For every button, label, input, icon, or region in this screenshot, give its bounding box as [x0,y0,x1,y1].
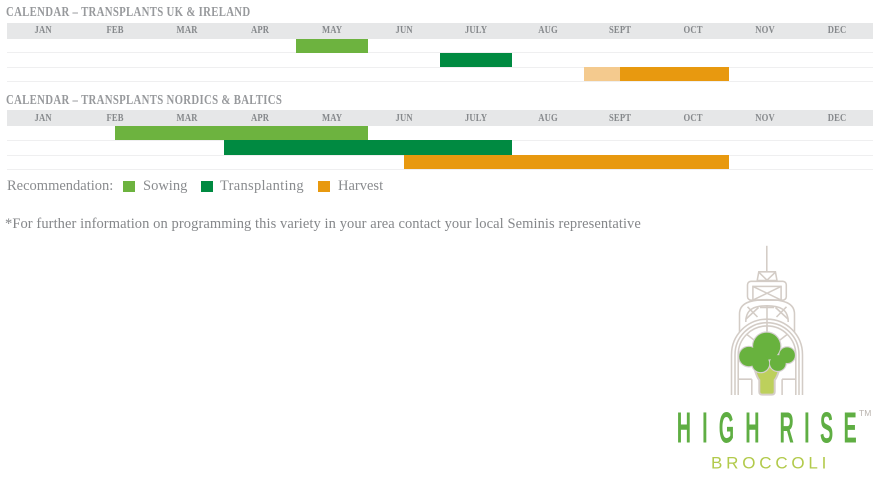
svg-text:BROCCOLI: BROCCOLI [711,454,830,473]
svg-text:TM: TM [859,408,871,418]
svg-text:RISE: RISE [780,404,868,453]
svg-text:HIGH: HIGH [677,404,771,453]
